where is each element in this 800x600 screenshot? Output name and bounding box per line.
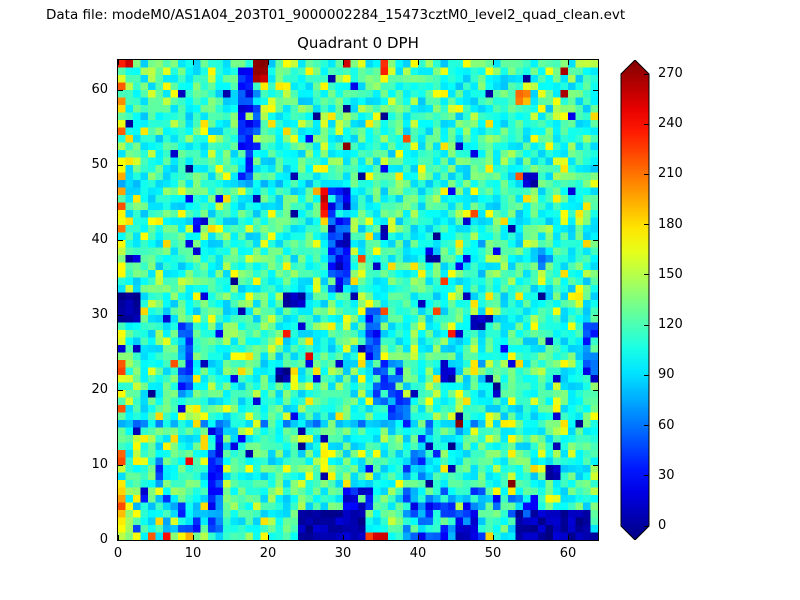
colorbar-tick-mark [644,374,649,376]
plot-frame [117,59,599,541]
x-tick-label: 10 [184,546,202,561]
x-tick-mark [342,535,344,540]
y-tick-label: 10 [91,457,108,472]
colorbar [620,59,650,541]
x-tick-label: 0 [113,546,123,561]
x-tick-mark-top [117,60,119,65]
x-tick-mark-top [267,60,269,65]
y-tick-mark-right [593,239,598,241]
x-tick-mark [117,535,119,540]
colorbar-tick-mark [644,173,649,175]
colorbar-tick-mark [644,475,649,477]
x-tick-label: 20 [259,546,277,561]
y-tick-label: 60 [91,82,108,97]
x-tick-label: 50 [484,546,502,561]
colorbar-tick-label: 150 [658,266,683,282]
y-tick-mark [118,539,123,541]
colorbar-tick-mark [644,224,649,226]
colorbar-svg [620,59,650,541]
y-tick-label: 30 [91,307,108,322]
y-tick-label: 50 [91,157,108,172]
heatmap-canvas [118,60,598,540]
x-tick-mark [417,535,419,540]
x-tick-mark [567,535,569,540]
y-tick-mark [118,89,123,91]
colorbar-tick-mark [644,324,649,326]
y-tick-mark [118,389,123,391]
colorbar-tick-label: 60 [658,417,675,433]
colorbar-tick-label: 180 [658,216,683,232]
colorbar-tick-label: 90 [658,367,675,383]
colorbar-tick-label: 30 [658,467,675,483]
y-tick-mark [118,239,123,241]
colorbar-tick-mark [644,274,649,276]
colorbar-tick-mark [644,73,649,75]
y-tick-mark-right [593,464,598,466]
colorbar-tick-label: 0 [658,518,667,533]
colorbar-tick-label: 120 [658,317,683,333]
colorbar-tick-mark [644,123,649,125]
y-tick-mark-right [593,164,598,166]
x-tick-mark-top [342,60,344,65]
colorbar-tick-label: 240 [658,116,683,132]
colorbar-tick-label: 270 [658,66,683,81]
y-tick-mark-right [593,539,598,541]
colorbar-tick-label: 210 [658,166,683,182]
x-tick-mark [192,535,194,540]
colorbar-tick-mark [644,525,649,527]
y-tick-mark-right [593,314,598,316]
x-tick-mark [492,535,494,540]
x-tick-label: 40 [409,546,427,561]
colorbar-tick-mark [644,425,649,427]
y-tick-mark-right [593,389,598,391]
y-tick-mark [118,314,123,316]
y-tick-mark [118,464,123,466]
y-tick-mark-right [593,89,598,91]
x-tick-mark-top [417,60,419,65]
chart-title: Quadrant 0 DPH [297,34,419,52]
x-tick-label: 60 [559,546,577,561]
x-tick-mark [267,535,269,540]
x-tick-mark-top [492,60,494,65]
y-tick-label: 20 [91,382,108,397]
x-tick-mark-top [567,60,569,65]
data-file-label: Data file: modeM0/AS1A04_203T01_90000022… [46,7,626,23]
y-tick-label: 40 [91,232,108,247]
y-tick-label: 0 [99,532,108,547]
y-tick-mark [118,164,123,166]
x-tick-label: 30 [334,546,352,561]
x-tick-mark-top [192,60,194,65]
